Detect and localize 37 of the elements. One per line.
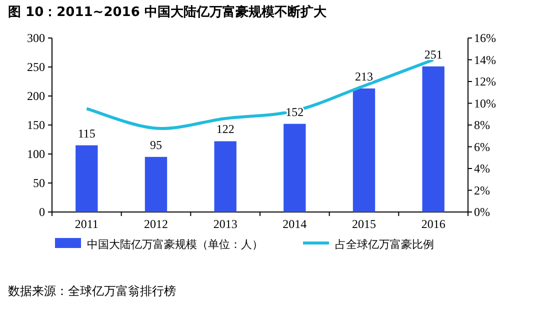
y-tick-label: 50 [33,176,45,190]
x-tick-label: 2014 [282,217,307,231]
source-note: 数据来源：全球亿万富翁排行榜 [8,284,176,298]
y-tick-label: 100 [27,147,45,161]
y2-tick-label: 14% [474,52,496,67]
legend-label: 中国大陆亿万富豪规模（单位：人） [87,238,263,251]
y2-tick-label: 16% [474,31,496,45]
data-label: 115 [78,126,96,140]
y-tick-label: 300 [27,31,45,45]
y2-tick-label: 10% [474,96,496,110]
y2-tick-label: 0% [474,205,490,219]
x-tick-label: 2016 [421,217,446,231]
data-label: 213 [355,69,373,84]
chart-title: 图 10：2011~2016 中国大陆亿万富豪规模不断扩大 [8,4,328,20]
x-tick-label: 2012 [144,217,168,231]
y2-tick-label: 12% [474,74,496,88]
y-tick-label: 200 [27,89,45,103]
bar [422,66,444,212]
y-tick-label: 250 [27,60,45,74]
y-tick-label: 0 [39,205,45,219]
bar [76,145,98,212]
data-label: 95 [150,138,162,152]
bar [284,124,306,212]
x-tick-label: 2015 [352,217,376,231]
data-label: 122 [216,122,234,136]
y2-tick-label: 2% [474,183,490,198]
legend-label: 占全球亿万富豪比例 [335,238,434,251]
bar [352,88,376,212]
x-tick-label: 2013 [213,217,238,231]
y-tick-label: 150 [27,118,45,132]
x-tick-label: 2011 [74,217,98,231]
y2-tick-label: 6% [474,140,490,154]
y2-tick-label: 4% [474,162,490,176]
bar [214,141,236,212]
y2-tick-label: 8% [474,118,490,132]
data-label: 251 [424,47,442,62]
bar [144,156,168,212]
